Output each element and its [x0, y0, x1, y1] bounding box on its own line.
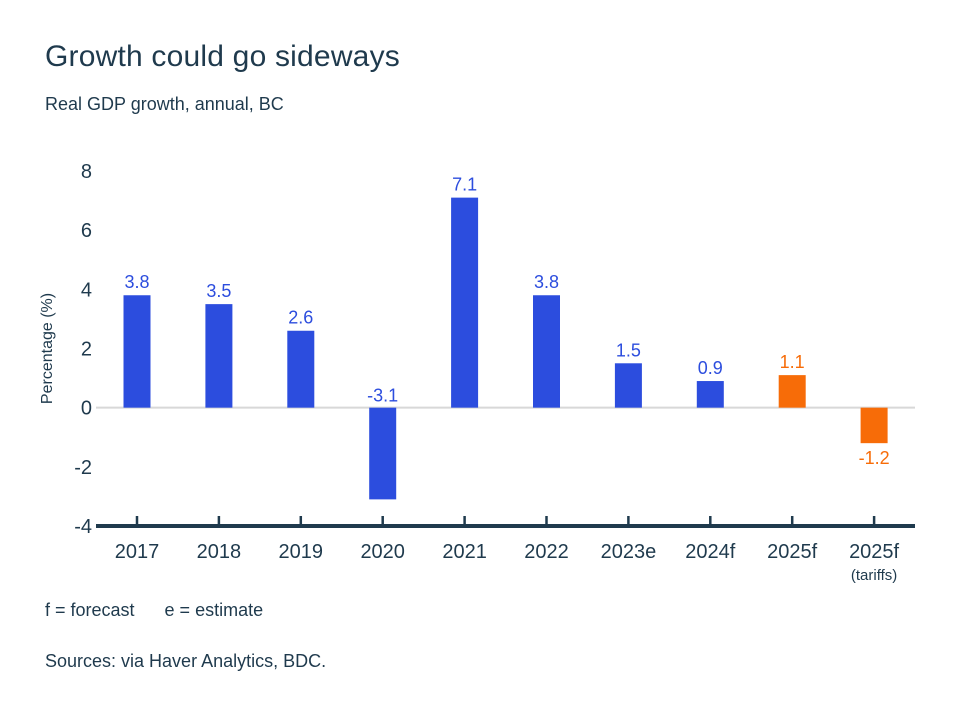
bar: [205, 304, 233, 408]
bar-value-label: 0.9: [698, 358, 723, 378]
x-tick-label: 2021: [442, 541, 487, 563]
x-tick-label: 2022: [524, 541, 569, 563]
x-tick-label: 2017: [115, 541, 160, 563]
bar-value-label: 3.5: [206, 281, 231, 301]
x-tick-label: 2020: [360, 541, 405, 563]
bar: [369, 407, 397, 500]
x-tick-label: 2023e: [601, 541, 657, 563]
y-tick-label: 4: [81, 279, 92, 301]
x-tick-sublabel: (tariffs): [851, 567, 897, 584]
bar-value-label: 1.1: [780, 352, 805, 372]
y-tick-label: 8: [81, 161, 92, 183]
bar: [123, 295, 151, 408]
bar-value-label: -1.2: [859, 448, 890, 468]
y-tick-label: -2: [74, 457, 92, 479]
y-tick-label: 0: [81, 398, 92, 420]
y-axis-title: Percentage (%): [39, 293, 56, 404]
page-title: Growth could go sideways: [45, 40, 400, 73]
y-tick-label: -4: [74, 516, 92, 538]
bar: [451, 197, 479, 408]
sources-note: Sources: via Haver Analytics, BDC.: [45, 651, 327, 671]
bar: [287, 330, 315, 408]
bar-value-label: -3.1: [367, 386, 398, 406]
bar: [778, 375, 806, 408]
x-tick-label: 2025f: [767, 541, 817, 563]
page-subtitle: Real GDP growth, annual, BC: [45, 94, 284, 114]
x-tick-label: 2025f: [849, 541, 899, 563]
footnotes: f = forecast e = estimate: [45, 600, 263, 621]
bar: [696, 381, 724, 408]
bar: [614, 363, 642, 408]
footnote-estimate: e = estimate: [164, 600, 264, 620]
bar-value-label: 2.6: [288, 308, 313, 328]
bar-value-label: 7.1: [452, 175, 477, 195]
bar-value-label: 3.8: [534, 272, 559, 292]
y-tick-label: 2: [81, 338, 92, 360]
bar: [533, 295, 560, 408]
bar: [860, 407, 888, 444]
x-tick-label: 2024f: [685, 541, 735, 563]
bar-chart-canvas: 8 6 4 2 0 -2 -4 Percentage (%) 3.8 2017 3.5 2018 2.6…: [39, 161, 915, 584]
x-tick-label: 2019: [279, 541, 324, 563]
footnote-forecast: f = forecast: [45, 600, 135, 620]
x-tick-label: 2018: [197, 541, 242, 563]
bar-value-label: 3.8: [124, 272, 149, 292]
y-tick-label: 6: [81, 220, 92, 242]
bar-chart: 8 6 4 2 0 -2 -4 Percentage (%) 3.8 2017 3.5 2018 2.6…: [0, 140, 960, 600]
bar-value-label: 1.5: [616, 340, 641, 360]
